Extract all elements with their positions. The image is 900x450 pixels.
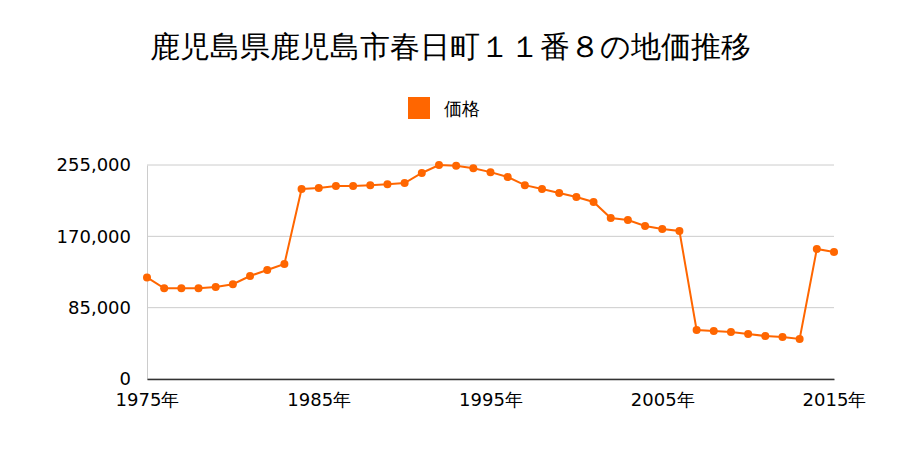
plot-area: [143, 161, 838, 343]
point: [572, 193, 580, 201]
point: [229, 280, 237, 288]
x-tick: 1995年: [459, 379, 523, 410]
y-tick-label: 170,000: [57, 226, 131, 247]
legend-label: 価格: [444, 98, 480, 119]
y-tick: 85,000: [68, 297, 147, 318]
point: [315, 184, 323, 192]
y-axis: 0 85,000 170,000 255,000: [57, 154, 148, 389]
point: [332, 182, 340, 190]
chart: 鹿児島県鹿児島市春日町１１番８の地価推移 0 85,000 170,000 255,00…: [0, 0, 900, 450]
point: [212, 283, 220, 291]
point: [813, 245, 821, 253]
y-tick: 255,000: [57, 154, 147, 175]
point: [538, 185, 546, 193]
point: [761, 332, 769, 340]
point: [675, 227, 683, 235]
point: [624, 216, 632, 224]
grid-line: [147, 379, 834, 380]
point: [744, 330, 752, 338]
point: [452, 162, 460, 170]
grid-line: [147, 165, 834, 166]
point: [555, 189, 563, 197]
point: [418, 169, 426, 177]
x-tick-label: 1995年: [459, 389, 523, 410]
y-tick-label: 255,000: [57, 154, 131, 175]
point: [504, 173, 512, 181]
markers: [143, 161, 838, 343]
y-tick: 0: [120, 368, 147, 389]
x-tick: 1975年: [116, 379, 180, 410]
point: [727, 328, 735, 336]
point: [143, 273, 151, 281]
point: [195, 284, 203, 292]
point: [469, 164, 477, 172]
point: [366, 181, 374, 189]
point: [658, 225, 666, 233]
x-tick: 1985年: [287, 379, 351, 410]
x-tick-label: 1975年: [116, 389, 180, 410]
point: [521, 181, 529, 189]
point: [160, 284, 168, 292]
y-tick: 170,000: [57, 226, 147, 247]
point: [796, 335, 804, 343]
title: 鹿児島県鹿児島市春日町１１番８の地価推移: [150, 29, 751, 64]
point: [298, 185, 306, 193]
point: [487, 168, 495, 176]
series-line: [147, 165, 834, 339]
point: [349, 182, 357, 190]
x-tick-label: 2005年: [631, 389, 695, 410]
point: [401, 179, 409, 187]
point: [693, 326, 701, 334]
point: [607, 214, 615, 222]
point: [590, 198, 598, 206]
legend-swatch: [408, 97, 430, 119]
point: [710, 327, 718, 335]
x-tick: 2015年: [803, 379, 867, 410]
point: [641, 222, 649, 230]
x-tick: 2005年: [631, 379, 695, 410]
y-tick-label: 85,000: [68, 297, 131, 318]
point: [280, 260, 288, 268]
point: [830, 248, 838, 256]
point: [435, 161, 443, 169]
point: [177, 284, 185, 292]
y-tick-label: 0: [120, 368, 131, 389]
grid-line: [147, 307, 834, 308]
point: [263, 266, 271, 274]
grid: [147, 165, 834, 379]
x-tick-label: 2015年: [803, 389, 867, 410]
y-axis-line: [147, 166, 148, 380]
grid-line: [147, 236, 834, 237]
point: [383, 180, 391, 188]
chart-container: 鹿児島県鹿児島市春日町１１番８の地価推移 0 85,000 170,000 255,00…: [0, 0, 900, 450]
x-tick-label: 1985年: [287, 389, 351, 410]
legend: 価格: [408, 97, 480, 119]
x-axis: 1975年 1985年 1995年 2005年 2015年: [116, 379, 867, 410]
x-axis-line: [148, 379, 835, 381]
point: [778, 333, 786, 341]
point: [246, 272, 254, 280]
